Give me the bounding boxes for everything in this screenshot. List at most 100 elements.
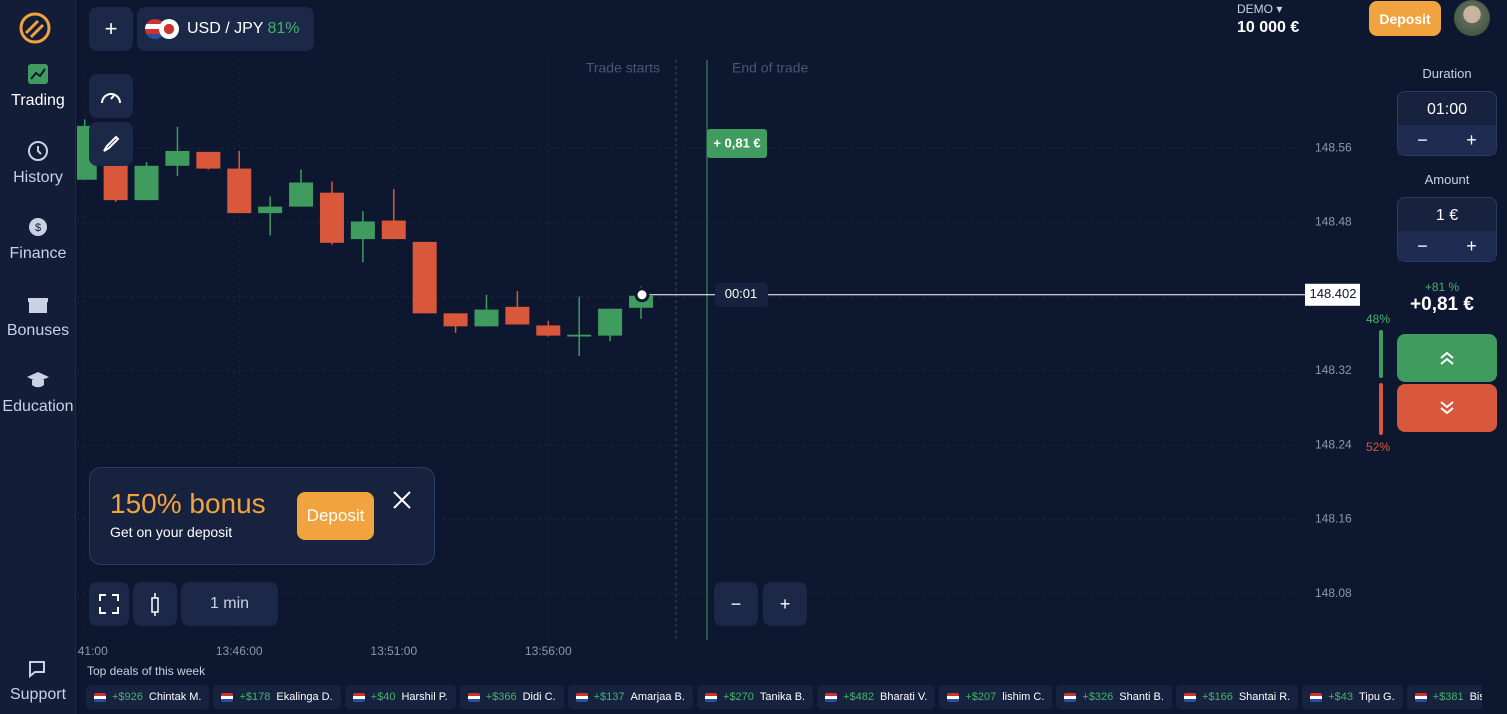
duration-plus[interactable]: + [1466, 130, 1477, 150]
deal-flag [1064, 692, 1077, 702]
duration-minus[interactable]: − [1417, 130, 1428, 150]
logo [19, 12, 51, 44]
deal-flag [221, 692, 234, 702]
deal-name: Shantai R. [1238, 691, 1291, 703]
deal-flag [94, 692, 106, 702]
candle-body [103, 164, 128, 201]
candle-body [412, 241, 437, 314]
bonus-close[interactable] [392, 490, 412, 510]
call-button[interactable] [1397, 334, 1497, 382]
svg-text:$: $ [35, 222, 41, 234]
price-tag-bg [1305, 283, 1360, 306]
deal[interactable]: +$178 Ekalinga D. [213, 685, 341, 709]
y-tick-label: 148.24 [1315, 437, 1352, 451]
sidebar: Trading History $ Finance Bonuses Education S… [0, 0, 76, 714]
deal[interactable]: +$381 Bishvajit A. [1406, 685, 1482, 709]
deal[interactable]: +$326 Shanti B. [1056, 685, 1172, 709]
nav-item[interactable]: History [0, 139, 76, 187]
amount-label: Amount [1424, 172, 1470, 187]
nav-support[interactable]: Support [0, 658, 76, 704]
zoom-in[interactable]: + [763, 582, 807, 626]
deal[interactable]: +$270 Tanika B. [696, 685, 814, 709]
deal-flag [947, 692, 960, 702]
timer: 00:01 [725, 286, 758, 301]
deal-flag [575, 692, 588, 702]
deposit-button[interactable]: Deposit [1369, 1, 1441, 36]
deal[interactable]: +$43 Tipu G. [1302, 685, 1403, 709]
deal-name: Harshil P. [401, 691, 448, 703]
deal-flag [1183, 692, 1196, 702]
profit-tag: + 0,81 € [713, 135, 760, 150]
duration-box: 01:00 − + [1397, 91, 1497, 156]
deal[interactable]: +$40 Harshil P. [344, 685, 456, 709]
x-tick-label: 41:00 [78, 644, 108, 658]
deal[interactable]: +$482 Bharati V. [817, 685, 936, 709]
account-type[interactable]: DEMO ▾ [1237, 2, 1283, 16]
put-button[interactable] [1397, 384, 1497, 432]
chart-type-button[interactable] [133, 582, 177, 626]
deal-flag [1310, 692, 1323, 702]
deal-name: Ekalinga D. [276, 691, 333, 703]
candle-body [505, 306, 530, 325]
x-tick-label: 13:51:00 [370, 644, 417, 658]
deal-amount: +$366 [485, 691, 517, 703]
indicators-button[interactable] [89, 74, 133, 118]
candle-body [258, 206, 283, 214]
bonus-deposit[interactable]: Deposit [297, 492, 374, 540]
deal[interactable]: +$366 Didi C. [459, 685, 564, 709]
nav-label: Bonuses [6, 321, 70, 339]
deal-amount: +$137 [593, 691, 625, 703]
zoom-out[interactable]: − [714, 582, 758, 626]
add-asset[interactable]: + [89, 7, 133, 51]
nav-item[interactable]: Bonuses [0, 292, 76, 340]
bonus-subtitle: Get on your deposit [110, 524, 233, 540]
candle-body [134, 165, 159, 201]
candle-body [227, 168, 252, 214]
trade-starts-label: Trade starts [586, 60, 660, 76]
candle-body [350, 221, 375, 240]
deal[interactable]: +$166 Shantai R. [1175, 685, 1299, 709]
amount-value[interactable]: 1 € [1435, 207, 1459, 224]
deal-flag [825, 692, 838, 702]
deal-flag [467, 692, 480, 702]
candle-body [567, 334, 592, 337]
candle-body [443, 313, 468, 327]
top-deals-title: Top deals of this week [87, 664, 206, 678]
candle-body [289, 182, 314, 207]
amount-box: 1 € − + [1397, 197, 1497, 262]
nav-item[interactable]: $ Finance [0, 215, 76, 263]
deal[interactable]: +$926 Chintak M. [86, 685, 210, 709]
deal-amount: +$43 [1328, 691, 1353, 703]
bonus-title: 150% bonus [110, 488, 266, 519]
timeframe-button[interactable]: 1 min [181, 582, 278, 626]
down-share: 52% [1365, 440, 1391, 454]
duration-value[interactable]: 01:00 [1426, 101, 1468, 118]
account-type-label: DEMO [1237, 2, 1273, 16]
trade-profit: +0,81 € [1410, 294, 1474, 315]
top-deals-list: +$926 Chintak M. +$178 Ekalinga D. +$40 Harsh… [86, 685, 1482, 709]
candle-body [598, 308, 623, 336]
deal-amount: +$178 [239, 691, 271, 703]
end-of-trade-label: End of trade [732, 60, 808, 76]
deal-amount: +$40 [370, 691, 396, 703]
avatar[interactable] [1454, 0, 1490, 36]
price-tag: 148.402 [1310, 286, 1357, 301]
amount-plus[interactable]: + [1466, 236, 1477, 256]
candle-body [474, 309, 499, 327]
nav-item[interactable]: Trading [0, 62, 76, 110]
drawing-button[interactable] [89, 122, 133, 166]
amount-minus[interactable]: − [1417, 236, 1428, 256]
x-tick-label: 13:46:00 [216, 644, 263, 658]
asset-selector[interactable]: USD / JPY 81% [137, 7, 314, 51]
deal-amount: +$326 [1082, 691, 1114, 703]
nav-label: Education [2, 398, 74, 415]
nav-item[interactable]: Education [0, 368, 76, 416]
deal[interactable]: +$207 lishim C. [939, 685, 1053, 709]
deal[interactable]: +$137 Amarjaa B. [567, 685, 693, 709]
fullscreen-button[interactable] [89, 582, 129, 626]
deal-name: Bharati V. [880, 691, 928, 703]
deal-name: Bishvajit A. [1469, 691, 1482, 703]
asset-name: USD / JPY [187, 20, 264, 37]
deal-amount: +$207 [965, 691, 997, 703]
